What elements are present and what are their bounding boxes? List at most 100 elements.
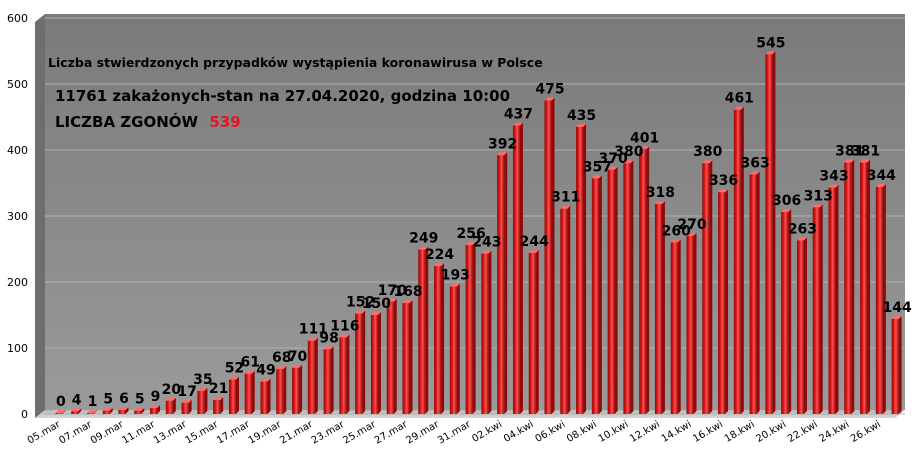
bar-top (891, 315, 902, 319)
bar (860, 162, 868, 414)
bar-top (165, 397, 176, 401)
bar-top (102, 407, 113, 411)
data-label: 9 (151, 389, 161, 405)
bar (292, 367, 300, 414)
bar-top (749, 171, 760, 175)
x-tick-label: 11.mar (120, 419, 157, 447)
bar-side (851, 159, 855, 414)
bar (591, 178, 599, 414)
bar-side (614, 166, 618, 414)
data-label: 380 (693, 144, 722, 160)
data-label: 144 (882, 300, 911, 316)
x-tick-label: 13.mar (152, 419, 189, 447)
bar-side (472, 242, 476, 414)
data-label: 256 (456, 226, 485, 242)
plot-side-wall (35, 14, 45, 418)
bar-top (434, 263, 445, 267)
data-label: 437 (504, 107, 533, 123)
bar (244, 373, 252, 414)
bar-top (528, 249, 539, 253)
bar-top (844, 159, 855, 163)
bar (370, 315, 378, 414)
bar-side (819, 204, 823, 414)
x-tick-label: 22.kwi (786, 419, 820, 445)
bar-side (504, 152, 508, 414)
data-label: 0 (56, 394, 66, 410)
y-tick-label: 400 (7, 144, 28, 157)
bar-top (639, 146, 650, 150)
bar-side (725, 189, 729, 414)
bar (102, 410, 110, 414)
bar-top (686, 232, 697, 236)
y-tick-label: 0 (21, 408, 28, 421)
bar-side (519, 122, 523, 414)
bar-side (488, 250, 492, 414)
x-tick-label: 02.kwi (470, 419, 504, 445)
bar-top (875, 183, 886, 187)
bar-top (828, 184, 839, 188)
bar-side (393, 298, 397, 414)
bar-top (512, 122, 523, 126)
data-label: 52 (225, 361, 244, 377)
bar-side (235, 376, 239, 414)
x-tick-label: 10.kwi (597, 419, 631, 445)
bar (749, 174, 757, 414)
bar (86, 413, 94, 414)
data-label: 380 (614, 144, 643, 160)
bar-top (418, 246, 429, 250)
bar-side (314, 337, 318, 414)
bar-side (867, 159, 871, 414)
bar-top (323, 346, 334, 350)
bar-top (718, 189, 729, 193)
bar (781, 212, 789, 414)
data-label: 98 (319, 330, 338, 346)
y-tick-label: 200 (7, 276, 28, 289)
data-label: 5 (135, 392, 145, 408)
bar-side (78, 408, 82, 414)
bar-top (623, 160, 634, 164)
y-axis-ticks: 0 100 200 300 400 500 600 (7, 12, 28, 421)
data-label: 311 (551, 190, 580, 206)
data-label: 150 (362, 296, 391, 312)
data-label: 357 (583, 159, 612, 175)
data-label: 168 (393, 284, 422, 300)
bar-top (591, 175, 602, 179)
data-label: 170 (378, 283, 407, 299)
bar-side (646, 146, 650, 414)
bar (71, 411, 79, 414)
bar-top (544, 97, 555, 101)
bar (733, 109, 741, 415)
x-tick-label: 07.mar (57, 419, 94, 447)
bar (796, 240, 804, 414)
data-labels: 0 4 1 5 6 5 9 201735215261496870111981161521501… (56, 35, 912, 410)
data-label: 193 (441, 268, 470, 284)
y-tick-label: 500 (7, 78, 28, 91)
bar (544, 100, 552, 414)
data-label: 313 (804, 188, 833, 204)
bar (260, 381, 268, 414)
bar (654, 204, 662, 414)
chart-title: Liczba stwierdzonych przypadków wystąpie… (48, 55, 543, 70)
data-label: 68 (272, 350, 291, 366)
bar-top (670, 239, 681, 243)
bar-side (109, 407, 113, 414)
x-axis-ticks: 05.mar07.mar09.mar11.mar13.mar15.mar17.m… (26, 419, 883, 447)
bar (181, 402, 189, 414)
bar-side (93, 410, 97, 414)
data-label: 461 (725, 91, 754, 107)
data-label: 116 (330, 318, 359, 334)
x-tick-label: 26.kwi (849, 419, 883, 445)
x-tick-label: 15.mar (184, 419, 221, 447)
bar (434, 266, 442, 414)
bar-top (197, 387, 208, 391)
bar-side (172, 397, 176, 414)
data-label: 6 (119, 391, 129, 407)
bar (213, 400, 221, 414)
bar-side (251, 370, 255, 414)
x-tick-label: 09.mar (89, 419, 126, 447)
x-tick-label: 12.kwi (628, 419, 662, 445)
bar (323, 349, 331, 414)
bar-side (125, 407, 129, 414)
data-label: 343 (819, 169, 848, 185)
x-tick-label: 27.mar (373, 419, 410, 447)
